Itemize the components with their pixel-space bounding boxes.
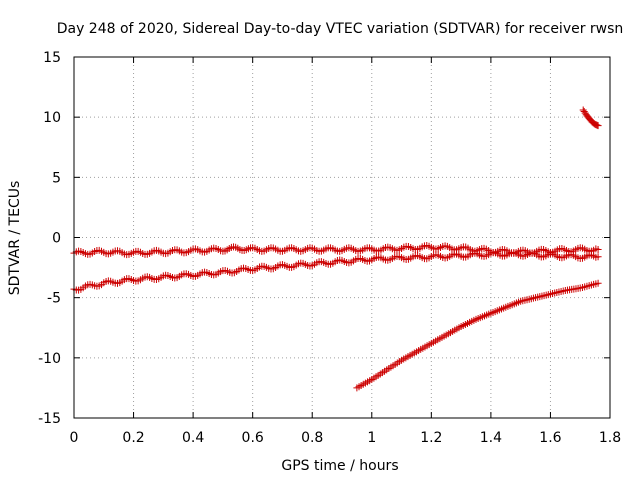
axis-ticks (73, 56, 611, 419)
data-point-marker (594, 246, 602, 254)
x-tick-label: 1.4 (480, 430, 502, 446)
data-points (70, 106, 602, 392)
y-tick-label: 5 (52, 170, 61, 186)
x-tick-label: 0.4 (182, 430, 204, 446)
x-axis-title: GPS time / hours (281, 458, 398, 474)
y-tick-label: 0 (52, 231, 61, 247)
x-tick-label: 0 (70, 430, 79, 446)
y-axis-title: SDTVAR / TECUs (7, 181, 23, 296)
y-tick-label: -10 (38, 351, 61, 367)
chart-title: Day 248 of 2020, Sidereal Day-to-day VTE… (57, 21, 624, 37)
y-tick-label: 15 (43, 50, 61, 66)
x-tick-label: 1.2 (420, 430, 442, 446)
data-point-marker (594, 253, 602, 261)
grid (74, 57, 610, 418)
y-tick-label: 10 (43, 110, 61, 126)
x-tick-label: 0.8 (301, 430, 323, 446)
y-tick-label: -5 (47, 291, 61, 307)
x-tick-label: 1.8 (599, 430, 621, 446)
tick-labels: 0 0.2 0.4 0.6 0.8 1 1.2 1.4 1.6 1.8 15 10 5 0 -5 -10 -15 (38, 50, 621, 446)
data-point-marker (594, 122, 602, 130)
data-point-marker (594, 279, 602, 287)
x-tick-label: 1 (367, 430, 376, 446)
x-tick-label: 0.6 (242, 430, 264, 446)
y-tick-label: -15 (38, 411, 61, 427)
x-tick-label: 1.6 (539, 430, 561, 446)
x-tick-label: 0.2 (122, 430, 144, 446)
